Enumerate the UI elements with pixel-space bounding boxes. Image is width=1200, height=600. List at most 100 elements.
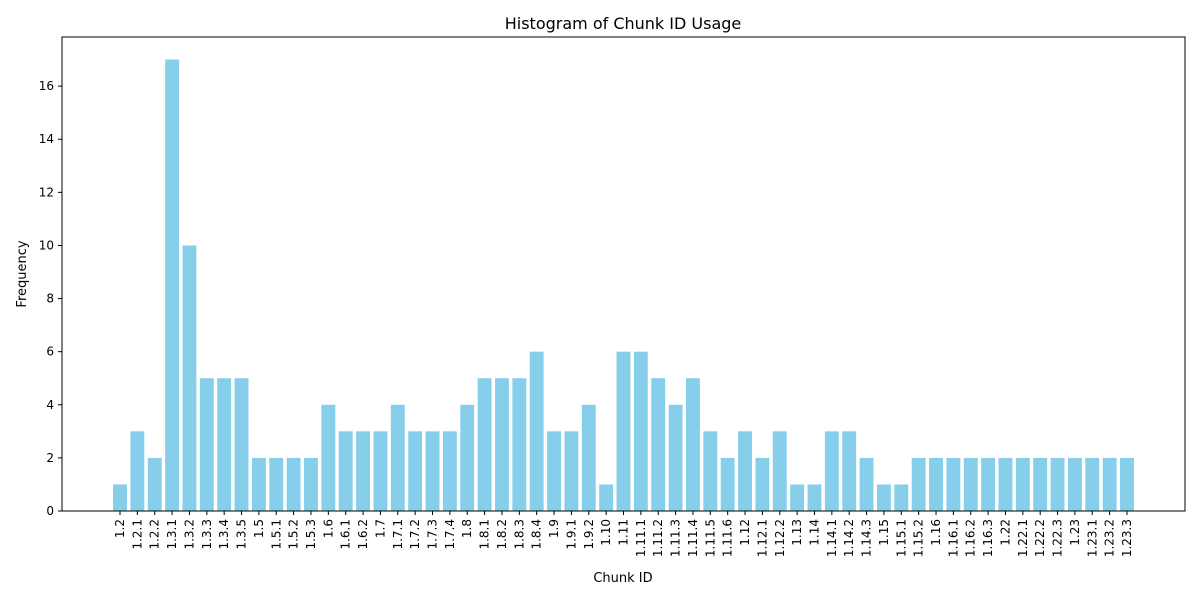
x-tick-label: 1.12.2 [773,519,787,557]
bar-1.8 [460,404,475,511]
x-tick-label: 1.3.1 [165,519,179,550]
bar-1.23.2 [1102,457,1117,511]
bars-group [113,59,1134,511]
x-tick-label: 1.6 [321,519,335,538]
x-tick-label: 1.22.3 [1051,519,1065,557]
bar-1.13 [790,484,805,511]
bar-1.5.1 [269,457,284,511]
chart-title: Histogram of Chunk ID Usage [505,14,742,33]
x-tick-label: 1.16.3 [981,519,995,557]
x-tick-label: 1.14 [807,519,821,546]
bar-1.6.1 [338,431,353,511]
bar-1.7 [373,431,388,511]
x-tick-label: 1.11.2 [651,519,665,557]
bar-1.23 [1067,457,1082,511]
bar-1.5.2 [286,457,301,511]
bar-1.11.4 [686,378,700,511]
bar-1.3.2 [182,245,197,511]
bar-1.5.3 [304,457,318,511]
y-tick-label: 10 [39,238,54,252]
y-tick-label: 4 [46,398,54,412]
x-tick-label: 1.11.4 [686,519,700,557]
bar-1.8.4 [529,351,544,511]
y-tick-label: 12 [39,185,54,199]
bar-1.16.2 [963,457,978,511]
bar-1.15 [876,484,891,511]
bar-1.15.1 [894,484,909,511]
y-tick-label: 14 [39,132,54,146]
x-tick-label: 1.7 [373,519,387,538]
bar-1.7.3 [425,431,440,511]
x-tick-label: 1.5.1 [269,519,283,550]
bar-1.2.2 [147,457,162,511]
x-tick-label: 1.9.2 [582,519,596,550]
y-axis-title: Frequency [15,240,30,307]
x-tick-label: 1.7.1 [391,519,405,550]
y-tick-label: 8 [46,292,54,306]
x-tick-label: 1.14.2 [842,519,856,557]
x-axis-title: Chunk ID [593,571,652,586]
bar-1.16.1 [946,457,961,511]
x-axis: 1.2 1.2.1 1.2.2 1.3.1 1.3.2 1.3.3 1.3.4 1.3.5 1.… [113,511,1134,557]
bar-1.10 [599,484,614,511]
y-tick-label: 0 [46,504,54,518]
x-tick-label: 1.16.1 [946,519,960,557]
x-tick-label: 1.16 [929,519,943,546]
bar-1.3.5 [234,378,249,511]
bar-1.8.1 [477,378,492,511]
x-tick-label: 1.23.1 [1085,519,1099,557]
bar-1.11 [616,351,631,511]
bar-1.14 [807,484,822,511]
bar-1.9.1 [564,431,579,511]
y-tick-label: 16 [39,79,54,93]
bar-1.8.3 [512,378,527,511]
bar-1.2.1 [130,431,145,511]
x-tick-label: 1.11.6 [721,519,735,557]
x-tick-label: 1.3.3 [200,519,214,550]
x-tick-label: 1.8.1 [478,519,492,550]
bar-1.12 [738,431,752,511]
bar-1.11.2 [651,378,666,511]
x-tick-label: 1.15.1 [894,519,908,557]
x-tick-label: 1.9 [547,519,561,538]
bar-1.7.1 [390,404,405,511]
x-tick-label: 1.5.3 [304,519,318,550]
bar-1.14.1 [824,431,839,511]
bar-1.11.1 [633,351,648,511]
x-tick-label: 1.8 [460,519,474,538]
bar-1.3.1 [165,59,180,511]
x-tick-label: 1.11.3 [669,519,683,557]
bar-1.3.4 [217,378,232,511]
bar-1.7.4 [442,431,457,511]
bar-1.6.2 [356,431,371,511]
x-tick-label: 1.10 [599,519,613,546]
x-tick-label: 1.13 [790,519,804,546]
x-tick-label: 1.8.2 [495,519,509,550]
bar-1.23.1 [1085,457,1100,511]
bar-1.6 [321,404,336,511]
x-tick-label: 1.7.4 [443,519,457,550]
x-tick-label: 1.3.4 [217,519,231,550]
x-tick-label: 1.6.2 [356,519,370,550]
x-tick-label: 1.3.5 [235,519,249,550]
x-tick-label: 1.11.1 [634,519,648,557]
x-tick-label: 1.12.1 [755,519,769,557]
x-tick-label: 1.7.3 [426,519,440,550]
x-tick-label: 1.9.1 [564,519,578,550]
x-tick-label: 1.3.2 [182,519,196,550]
x-tick-label: 1.2.2 [148,519,162,550]
x-tick-label: 1.8.3 [512,519,526,550]
x-tick-label: 1.2.1 [130,519,144,550]
bar-1.22.1 [1015,457,1030,511]
bar-1.11.3 [668,404,683,511]
bar-1.9.2 [581,404,596,511]
bar-1.8.2 [495,378,509,511]
x-tick-label: 1.23.3 [1120,519,1134,557]
bar-1.2 [113,484,127,511]
x-tick-label: 1.14.3 [860,519,874,557]
x-tick-label: 1.5.2 [287,519,301,550]
x-tick-label: 1.11.5 [703,519,717,557]
x-tick-label: 1.14.1 [825,519,839,557]
x-tick-label: 1.16.2 [964,519,978,557]
